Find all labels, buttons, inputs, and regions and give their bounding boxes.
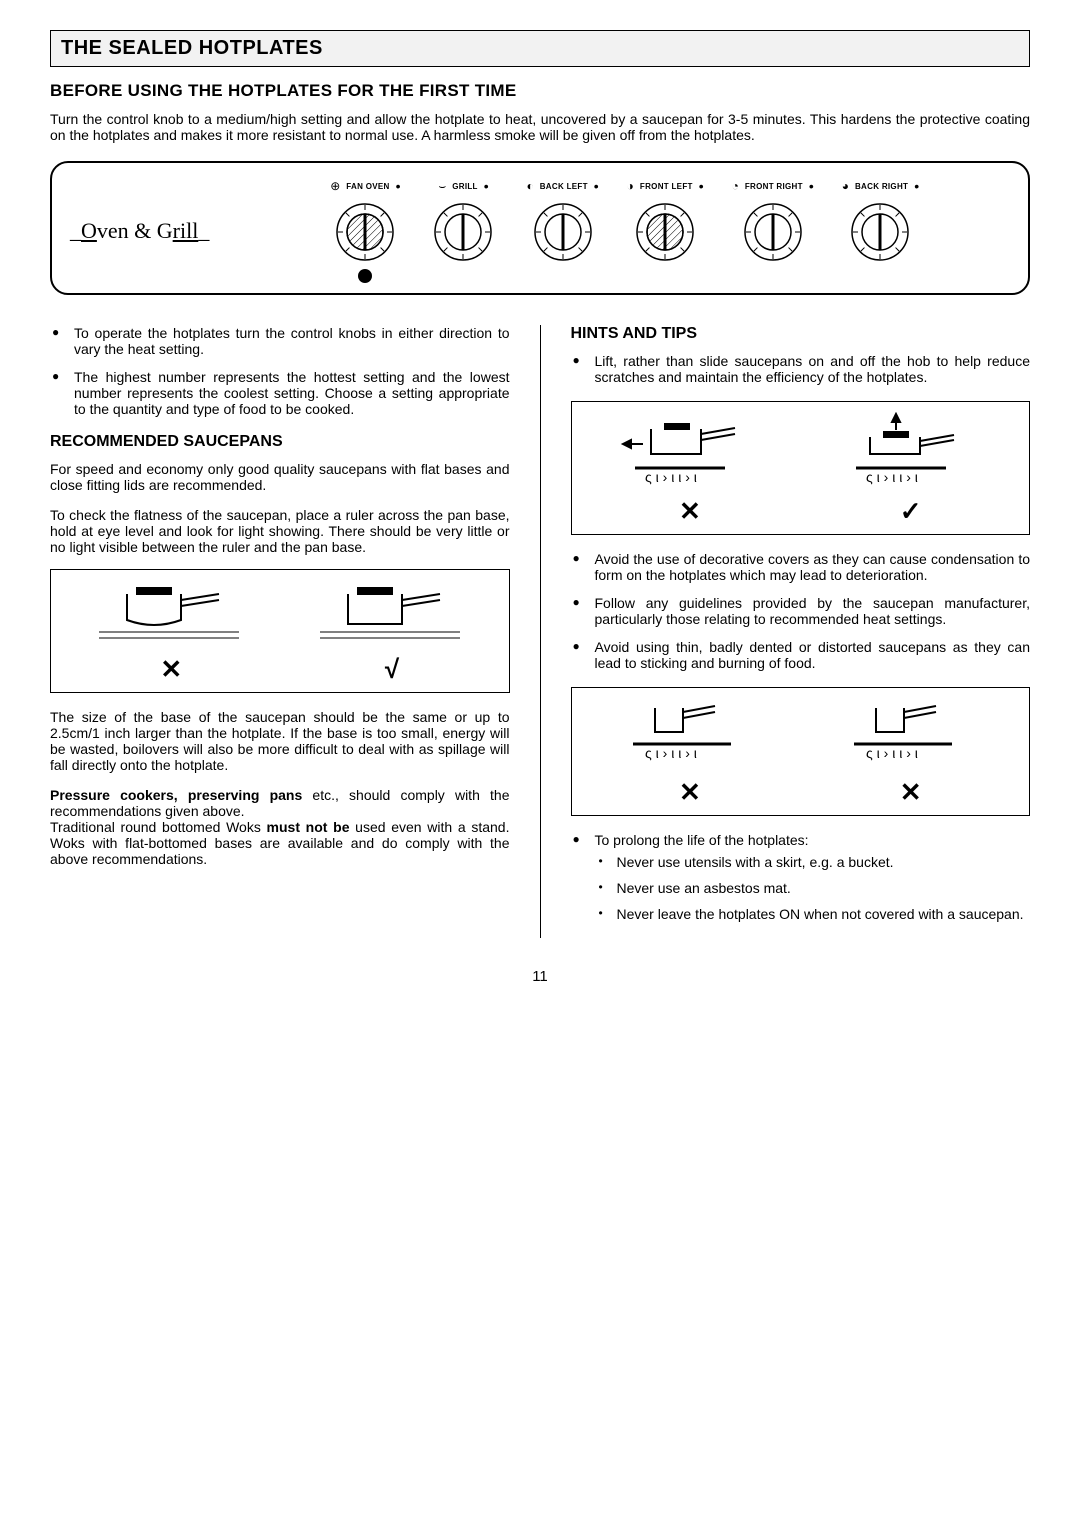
- x-mark-icon: ✕: [900, 779, 922, 805]
- control-knob-icon: [528, 197, 598, 267]
- x-mark-icon: ✕: [160, 656, 182, 682]
- indicator-dot-icon: •: [484, 178, 489, 194]
- knob-back-left: ◐ BACK LEFT •: [526, 177, 598, 285]
- knob-label: FRONT RIGHT: [745, 182, 803, 191]
- indicator-light-icon: [358, 269, 372, 283]
- x-mark-icon: ✕: [679, 779, 701, 805]
- heading-before-using: BEFORE USING THE HOTPLATES FOR THE FIRST…: [50, 81, 1030, 101]
- section-title: THE SEALED HOTPLATES: [61, 37, 1019, 60]
- oven-grill-logo: _Oven & Grill_: [70, 218, 209, 244]
- knob-type-icon: ◑: [627, 179, 634, 193]
- control-knob-icon: [428, 197, 498, 267]
- knob-back-right: ◕ BACK RIGHT •: [842, 177, 919, 285]
- lift-pan-icon: ς ι › ι ι › ι: [826, 412, 996, 492]
- small-pan-burner-icon: ς ι › ι ι › ι: [605, 698, 775, 773]
- section-title-box: THE SEALED HOTPLATES: [50, 30, 1030, 67]
- knob-type-icon: ◔: [732, 179, 739, 193]
- svg-text:ς ι › ι ι › ι: ς ι › ι ι › ι: [645, 469, 697, 485]
- pan-curved-bottom-icon: [79, 580, 259, 650]
- p-speed: For speed and economy only good quality …: [50, 461, 510, 493]
- bullet-thin: Avoid using thin, badly dented or distor…: [571, 639, 1031, 671]
- knob-type-icon: ◐: [526, 179, 533, 193]
- knob-front-left: ◑ FRONT LEFT •: [627, 177, 704, 285]
- control-knob-icon: [845, 197, 915, 267]
- knob-label: BACK LEFT: [540, 182, 588, 191]
- knob-grill: ⌣ GRILL •: [428, 177, 498, 285]
- sub-asbestos: Never use an asbestos mat.: [595, 880, 1031, 896]
- tick-mark-icon: √: [385, 656, 399, 682]
- svg-text:ς ι › ι ι › ι: ς ι › ι ι › ι: [645, 745, 697, 761]
- check-mark-icon: ✓: [900, 498, 922, 524]
- knob-fan-oven: ⊕ FAN OVEN •: [330, 177, 400, 285]
- page-number: 11: [50, 968, 1030, 985]
- knob-label: BACK RIGHT: [855, 182, 908, 191]
- bullet-lift: Lift, rather than slide saucepans on and…: [571, 353, 1031, 385]
- bullet-highest: The highest number represents the hottes…: [50, 369, 510, 417]
- heading-saucepans: RECOMMENDED SAUCEPANS: [50, 433, 510, 451]
- indicator-dot-icon: •: [809, 178, 814, 194]
- knob-label: FRONT LEFT: [640, 182, 693, 191]
- knob-label: GRILL: [452, 182, 478, 191]
- knob-type-icon: ⊕: [330, 179, 340, 193]
- control-knob-icon: [630, 197, 700, 267]
- figure-lift-slide: ς ι › ι ι › ι ς ι › ι ι › ι ✕ ✓: [571, 401, 1031, 535]
- control-panel-figure: _Oven & Grill_ ⊕ FAN OVEN • ⌣ GRILL • ◐ BACK LE…: [50, 161, 1030, 295]
- right-column: HINTS AND TIPS Lift, rather than slide s…: [571, 325, 1031, 938]
- bullet-prolong: To prolong the life of the hotplates: Ne…: [571, 832, 1031, 922]
- sub-never-on: Never leave the hotplates ON when not co…: [595, 906, 1031, 922]
- knob-type-icon: ◕: [842, 179, 849, 193]
- bullet-covers: Avoid the use of decorative covers as th…: [571, 551, 1031, 583]
- p-pressure: Pressure cookers, preserving pans etc., …: [50, 787, 510, 867]
- pan-flat-bottom-icon: [300, 580, 480, 650]
- knob-label: FAN OVEN: [346, 182, 389, 191]
- sub-skirt: Never use utensils with a skirt, e.g. a …: [595, 854, 1031, 870]
- bullet-follow: Follow any guidelines provided by the sa…: [571, 595, 1031, 627]
- indicator-dot-icon: •: [914, 178, 919, 194]
- figure-ruler-pan: ✕ √: [50, 569, 510, 693]
- heading-hints: HINTS AND TIPS: [571, 325, 1031, 343]
- control-knob-icon: [738, 197, 808, 267]
- x-mark-icon: ✕: [679, 498, 701, 524]
- knob-type-icon: ⌣: [438, 179, 446, 194]
- small-pan-burner-icon: ς ι › ι ι › ι: [826, 698, 996, 773]
- bullet-operate: To operate the hotplates turn the contro…: [50, 325, 510, 357]
- column-divider: [540, 325, 541, 938]
- indicator-dot-icon: •: [699, 178, 704, 194]
- p-size: The size of the base of the saucepan sho…: [50, 709, 510, 773]
- left-bullets: To operate the hotplates turn the contro…: [50, 325, 510, 417]
- p-check: To check the flatness of the saucepan, p…: [50, 507, 510, 555]
- intro-paragraph: Turn the control knob to a medium/high s…: [50, 111, 1030, 143]
- indicator-dot-icon: •: [594, 178, 599, 194]
- knob-front-right: ◔ FRONT RIGHT •: [732, 177, 814, 285]
- sub-bullets: Never use utensils with a skirt, e.g. a …: [595, 854, 1031, 922]
- slide-pan-icon: ς ι › ι ι › ι: [605, 412, 775, 492]
- indicator-dot-icon: •: [396, 178, 401, 194]
- two-column-layout: To operate the hotplates turn the contro…: [50, 325, 1030, 938]
- svg-text:ς ι › ι ι › ι: ς ι › ι ι › ι: [866, 469, 918, 485]
- control-knob-icon: [330, 197, 400, 267]
- figure-small-pan: ς ι › ι ι › ι ς ι › ι ι › ι ✕ ✕: [571, 687, 1031, 816]
- left-column: To operate the hotplates turn the contro…: [50, 325, 510, 938]
- svg-text:ς ι › ι ι › ι: ς ι › ι ι › ι: [866, 745, 918, 761]
- knobs-row: ⊕ FAN OVEN • ⌣ GRILL • ◐ BACK LEFT • ◑ FRONT LEFT •…: [239, 177, 1010, 285]
